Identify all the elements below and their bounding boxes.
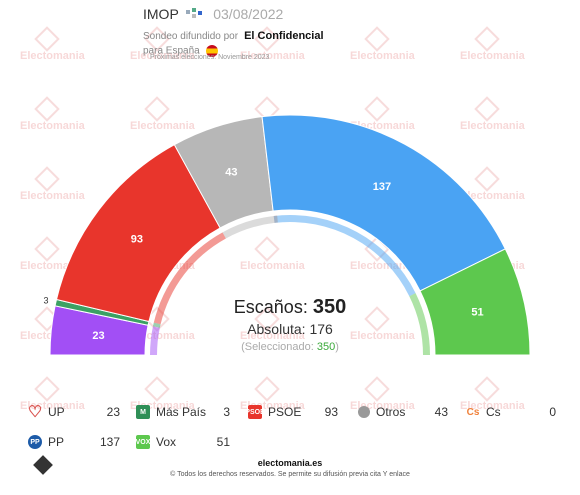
poll-date: 03/08/2022 [213, 6, 284, 22]
seats-value: 350 [312, 296, 347, 318]
seat-label-psoe: 93 [131, 233, 143, 245]
spain-flag-icon [205, 45, 218, 57]
legend-value: 23 [106, 405, 120, 419]
heart-icon: ♡ [27, 404, 43, 421]
watermark-text: Electomania [20, 50, 85, 62]
inner-band-psoe [153, 232, 226, 325]
legend-value: 51 [216, 435, 230, 449]
seats-total: Escaños: 350 [190, 296, 390, 319]
selected-close: ) [335, 341, 339, 353]
seat-label-m-s-pa-s: 3 [44, 295, 49, 305]
pollster-logo-icon [186, 8, 202, 18]
watermark-text: Electomania [460, 50, 525, 62]
legend-item[interactable]: VOX Vox [136, 434, 176, 450]
legend-value: 0 [549, 405, 556, 419]
vox-icon: VOX [136, 435, 150, 449]
watermark-text: Electomania [350, 50, 415, 62]
selected-seats: (Seleccionado: 350) [190, 341, 390, 353]
seat-arc-pp [261, 114, 506, 292]
legend-label: Más País [156, 405, 207, 419]
legend-value: 43 [434, 405, 448, 419]
legend-value: 3 [223, 405, 230, 419]
watermark-text: Electomania [240, 330, 305, 342]
poll-source: Sondeo difundido por El Confidencial [143, 30, 324, 42]
pp-icon: PP [28, 435, 42, 449]
footer-site[interactable]: electomania.es [257, 458, 323, 468]
country-label: para España [143, 45, 200, 57]
seat-arc-vox [419, 248, 531, 356]
dot-icon [358, 406, 370, 418]
legend-item[interactable]: M Más País [136, 404, 206, 420]
inner-band-m-s-pa-s [152, 322, 161, 328]
legend-label: PP [48, 435, 65, 449]
watermark-text: Electomania [20, 400, 85, 412]
legend-item[interactable]: PSOE PSOE [245, 404, 302, 420]
watermark-text: Electomania [460, 190, 525, 202]
legend-label: Cs [486, 405, 501, 419]
inner-band-up [150, 326, 160, 355]
inner-band-otros [222, 215, 275, 239]
seat-label-otros: 43 [225, 167, 237, 179]
watermark-text: Electomania [130, 50, 195, 62]
legend-value: 93 [324, 405, 338, 419]
legend-value: 137 [99, 435, 120, 449]
legend-label: PSOE [268, 405, 302, 419]
legend-item[interactable]: PP PP [28, 434, 64, 450]
majority-label: Absoluta: 176 [247, 321, 333, 337]
seat-label-pp: 137 [373, 181, 391, 193]
watermark-text: Electomania [130, 120, 195, 132]
footer-copyright: © Todos los derechos reservados. Se perm… [170, 471, 410, 478]
inner-band-vox [409, 293, 430, 355]
legend-item[interactable]: Cs Cs [466, 404, 501, 420]
legend-label: Otros [376, 405, 406, 419]
poll-country: para España [143, 45, 218, 57]
watermark-text: Electomania [460, 120, 525, 132]
cs-icon: Cs [466, 406, 480, 418]
mas-pais-icon: M [136, 405, 150, 419]
inner-band-pp [273, 215, 416, 297]
next-elections: Próximas elecciones: Noviembre 2023 [150, 54, 270, 61]
legend-item[interactable]: Otros [358, 404, 405, 420]
watermark-text: Electomania [460, 400, 525, 412]
legend-item[interactable]: ♡ UP [27, 404, 65, 421]
legend-label: UP [48, 405, 65, 419]
seat-label-up: 23 [92, 330, 104, 342]
psoe-icon: PSOE [245, 405, 265, 419]
parliament-chart: 23 3 93 43 137 51 [44, 114, 531, 356]
seats-label: Escaños: [233, 297, 308, 317]
watermark-text: Electomania [240, 50, 305, 62]
poll-source-prefix: Sondeo difundido por [143, 31, 239, 42]
seat-label-vox: 51 [471, 306, 483, 318]
watermark-text: Electomania [350, 330, 415, 342]
poll-header: IMOP 03/08/2022 [143, 6, 283, 24]
selected-value: 350 [316, 341, 336, 353]
legend-label: Vox [156, 435, 177, 449]
pollster-name: IMOP [143, 6, 179, 22]
selected-open: (Seleccionado: [241, 341, 317, 353]
media-name: El Confidencial [244, 30, 324, 42]
watermark-text: Electomania [240, 260, 305, 272]
watermark-text: Electomania [20, 190, 85, 202]
watermark-text: Electomania [20, 120, 85, 132]
